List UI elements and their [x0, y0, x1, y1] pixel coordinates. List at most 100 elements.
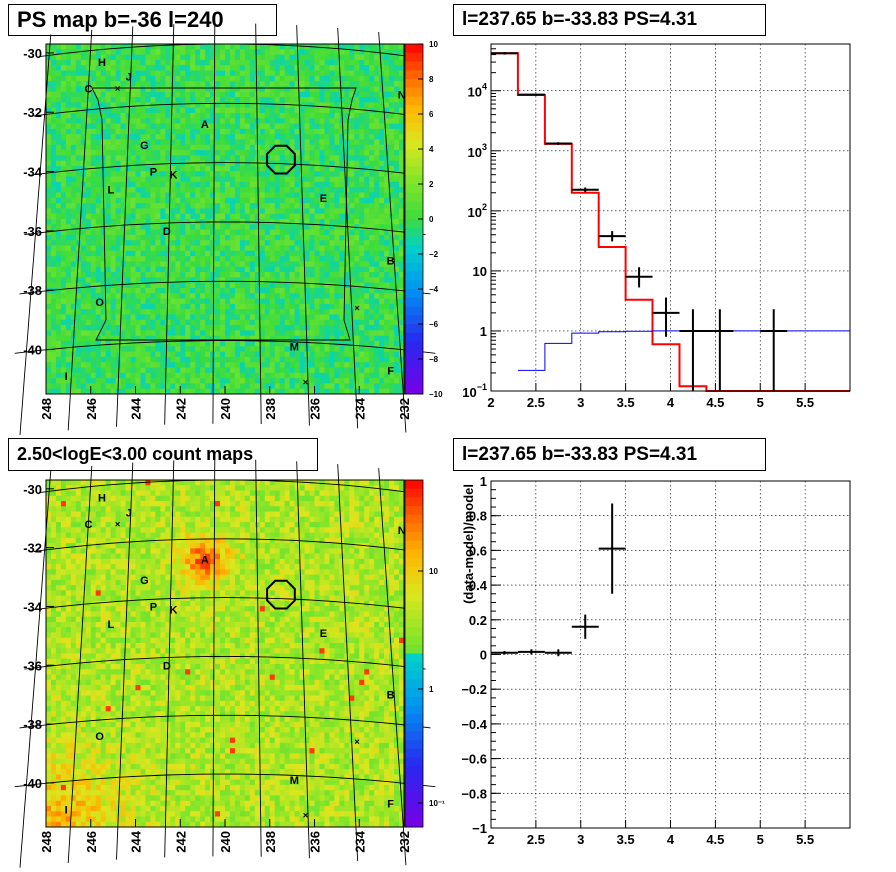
ps-heatmap-cell	[304, 261, 310, 268]
ps-heatmap-cell	[150, 107, 156, 114]
ps-heatmap-cell	[180, 234, 186, 241]
ps-heatmap-cell	[319, 277, 325, 284]
ps-heatmap-cell	[299, 234, 305, 241]
ps-heatmap-cell	[55, 70, 62, 77]
ps-heatmap-cell	[65, 155, 72, 162]
ps-heatmap-cell	[314, 282, 320, 289]
ps-heatmap-cell	[344, 256, 350, 262]
ps-heatmap-cell	[110, 171, 117, 177]
ps-heatmap-cell	[324, 75, 330, 82]
ps-heatmap-cell	[294, 144, 300, 151]
ps-heatmap-cell	[364, 44, 370, 50]
ps-heatmap-cell	[120, 309, 126, 315]
ps-heatmap-cell	[145, 314, 151, 321]
ps-heatmap-cell	[120, 335, 126, 342]
ps-heatmap-cell	[160, 287, 166, 294]
ps-heatmap-cell	[150, 266, 156, 273]
ps-heatmap-cell	[244, 303, 251, 310]
ps-heatmap-cell	[145, 362, 151, 368]
ps-heatmap-cell	[105, 155, 112, 162]
ps-heatmap-cell	[220, 266, 226, 273]
ps-heatmap-cell	[274, 86, 281, 93]
ps-heatmap-cell	[239, 75, 246, 82]
ps-heatmap-cell	[349, 91, 355, 98]
ps-heatmap-cell	[229, 346, 236, 352]
ps-heatmap-cell	[125, 49, 131, 56]
ps-heatmap-cell	[85, 112, 92, 119]
ps-heatmap-cell	[239, 81, 246, 87]
ps-heatmap-cell	[95, 287, 102, 294]
ps-heatmap-cell	[180, 250, 186, 257]
ps-heatmap-cell	[215, 91, 221, 98]
ps-heatmap-cell	[50, 54, 57, 61]
ps-heatmap-cell	[195, 187, 201, 193]
ps-heatmap-cell	[155, 181, 161, 188]
ps-heatmap-cell	[369, 144, 375, 151]
ps-heatmap-cell	[279, 266, 286, 273]
ps-heatmap-cell	[259, 134, 266, 140]
ps-heatmap-cell	[200, 75, 206, 82]
ps-heatmap-cell	[110, 97, 117, 103]
ps-heatmap-cell	[185, 383, 191, 390]
ps-heatmap-cell	[334, 219, 340, 225]
ps-heatmap-cell	[239, 187, 246, 193]
ps-heatmap-cell	[60, 75, 67, 82]
ps-heatmap-cell	[384, 351, 390, 358]
ps-heatmap-cell	[90, 340, 97, 347]
ps-heatmap-cell	[269, 123, 276, 130]
ps-heatmap-cell	[195, 86, 201, 93]
ps-heatmap-cell	[244, 86, 251, 93]
ps-heatmap-cell	[185, 325, 191, 331]
ps-heatmap-cell	[289, 325, 296, 331]
ps-heatmap-cell	[135, 356, 141, 363]
ps-heatmap-cell	[100, 319, 107, 326]
ps-heatmap-cell	[369, 160, 375, 167]
ps-heatmap-cell	[389, 335, 395, 342]
ps-heatmap-cell	[125, 155, 131, 162]
ps-heatmap-cell	[80, 219, 87, 225]
ps-heatmap-cell	[55, 346, 62, 352]
ps-heatmap-cell	[389, 81, 395, 87]
ps-heatmap-cell	[384, 128, 390, 135]
ps-heatmap-cell	[249, 139, 256, 146]
ps-heatmap-cell	[60, 388, 67, 395]
ps-heatmap-cell	[105, 298, 112, 305]
ps-heatmap-cell	[95, 293, 102, 299]
ps-heatmap-cell	[304, 213, 310, 220]
ps-heatmap-cell	[220, 208, 226, 215]
ps-heatmap-cell	[279, 144, 286, 151]
ps-heatmap-cell	[120, 59, 126, 66]
ps-heatmap-cell	[46, 123, 52, 130]
ps-heatmap-cell	[50, 388, 57, 395]
ps-heatmap-cell	[225, 187, 231, 193]
ps-heatmap-cell	[105, 356, 112, 363]
ps-heatmap-cell	[389, 192, 395, 199]
ps-heatmap-cell	[399, 192, 405, 199]
ps-colorbar-segment	[405, 280, 423, 290]
ps-heatmap-cell	[145, 181, 151, 188]
ps-heatmap-cell	[105, 75, 112, 82]
ps-heatmap-cell	[374, 256, 380, 262]
ps-heatmap-cell	[259, 245, 266, 252]
ps-heatmap-cell	[55, 261, 62, 268]
ps-heatmap-cell	[274, 282, 281, 289]
ps-heatmap-cell	[190, 293, 196, 299]
ps-heatmap-cell	[269, 287, 276, 294]
ps-heatmap-cell	[190, 362, 196, 368]
ps-heatmap-cell	[254, 303, 261, 310]
ps-heatmap-cell	[394, 287, 400, 294]
ps-heatmap-cell	[55, 118, 62, 124]
ps-heatmap-cell	[140, 208, 146, 215]
ps-heatmap-cell	[364, 118, 370, 124]
ps-heatmap-cell	[334, 171, 340, 177]
ps-heatmap-cell	[140, 314, 146, 321]
ps-heatmap-cell	[155, 378, 161, 384]
ps-heatmap-cell	[175, 266, 181, 273]
ps-heatmap-cell	[324, 208, 330, 215]
ps-heatmap-cell	[170, 298, 176, 305]
ps-heatmap-cell	[95, 213, 102, 220]
ps-heatmap-cell	[150, 335, 156, 342]
ps-heatmap-cell	[195, 165, 201, 172]
ps-heatmap-cell	[299, 219, 305, 225]
ps-heatmap-cell	[190, 81, 196, 87]
